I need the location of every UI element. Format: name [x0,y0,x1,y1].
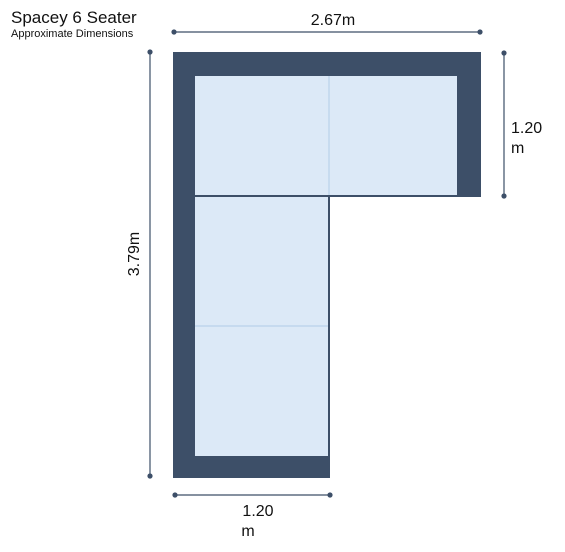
dimension-left-height: 3.79m [126,49,153,479]
dimension-bottom-width-label-line2: m [241,523,254,540]
dimension-top-width-label: 2.67m [311,12,355,29]
dimension-bottom-width-label-line1: 1.20 [242,503,273,520]
dimension-right-height-label-line2: m [511,140,524,157]
cushion-middle [195,197,328,326]
dimension-left-height-label: 3.79m [126,232,143,276]
cushion-top-left [195,76,329,195]
diagram-subtitle: Approximate Dimensions [11,28,134,40]
cushion-bottom [195,326,328,456]
dimension-right-height: 1.20 m [501,50,542,199]
cushion-top-right [329,76,457,195]
diagram-title: Spacey 6 Seater [11,8,137,27]
dimension-bottom-width: 1.20 m [172,492,333,540]
dimension-right-height-label-line1: 1.20 [511,120,542,137]
dimension-top-width: 2.67m [171,12,483,35]
